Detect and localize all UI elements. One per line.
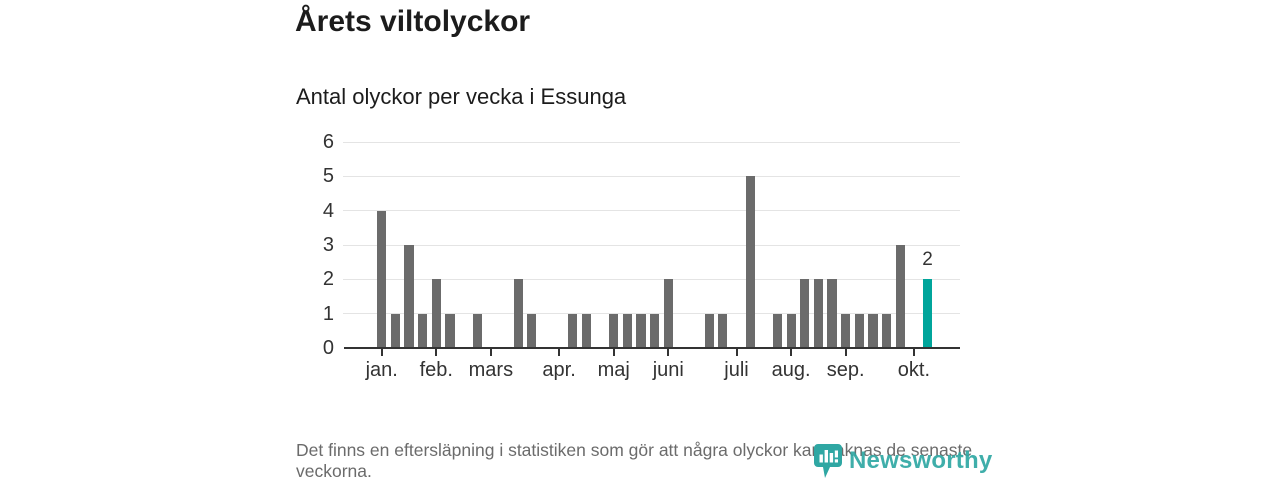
x-axis-month-label-maj: maj <box>597 359 630 381</box>
bar-week-28 <box>745 176 755 348</box>
x-axis-tick-maj <box>612 349 615 356</box>
bar-week-37 <box>868 313 878 348</box>
bar-week-34 <box>827 279 837 348</box>
bar-week-3 <box>404 245 414 348</box>
bar-week-26 <box>718 313 728 348</box>
highlight-bar-week-41 <box>922 279 933 348</box>
bar-week-18 <box>609 313 619 348</box>
newsworthy-logo-text: Newsworthy <box>849 447 993 474</box>
x-axis-tick-sep <box>844 349 847 356</box>
x-axis-month-label-jan: jan. <box>365 359 398 381</box>
bar-week-25 <box>704 313 714 348</box>
x-axis-month-label-okt: okt. <box>897 359 931 381</box>
gridline-6 <box>343 141 960 143</box>
bar-week-8 <box>472 313 482 348</box>
y-axis-label-5: 5 <box>322 165 334 188</box>
x-axis-tick-jan <box>380 349 383 356</box>
gridline-3 <box>343 244 960 246</box>
page-title: Årets viltolyckor <box>295 5 531 38</box>
y-axis-label-6: 6 <box>322 131 334 154</box>
bar-week-33 <box>813 279 823 348</box>
bar-week-31 <box>786 313 796 348</box>
x-axis-tick-mars <box>489 349 492 356</box>
bar-week-35 <box>841 313 851 348</box>
x-axis-month-label-feb: feb. <box>419 359 453 381</box>
bar-week-4 <box>418 313 428 348</box>
gridline-5 <box>343 175 960 177</box>
y-axis-label-4: 4 <box>322 199 334 222</box>
x-axis-tick-juni <box>667 349 670 356</box>
y-axis-label-3: 3 <box>322 234 334 256</box>
x-axis-tick-feb <box>435 349 438 356</box>
chart-subtitle: Antal olyckor per vecka i Essunga <box>296 84 627 109</box>
bar-week-21 <box>650 313 660 348</box>
x-axis-line <box>344 347 960 349</box>
bar-week-12 <box>527 313 537 348</box>
footer-note: Det finns en eftersläpning i statistiken… <box>296 440 973 481</box>
bar-week-1 <box>377 210 387 348</box>
bar-week-22 <box>663 279 673 348</box>
y-axis-label-1: 1 <box>322 302 334 325</box>
bar-week-5 <box>431 279 441 348</box>
bar-week-20 <box>636 313 646 348</box>
y-axis-label-0: 0 <box>322 337 334 359</box>
x-axis-month-label-mars: mars <box>468 359 514 381</box>
x-axis-tick-aug <box>790 349 793 356</box>
x-axis-month-label-juni: juni <box>652 359 684 381</box>
x-axis-month-label-sep: sep. <box>826 359 865 381</box>
bar-week-2 <box>390 313 400 348</box>
newsworthy-logo-icon <box>814 444 842 478</box>
bar-value-label: 2 <box>922 249 933 271</box>
x-axis-tick-juli <box>735 349 738 356</box>
x-axis-tick-okt <box>912 349 915 356</box>
x-axis-month-label-aug: aug. <box>771 359 811 381</box>
bar-week-11 <box>513 279 523 348</box>
bar-week-39 <box>895 245 905 348</box>
bar-week-30 <box>772 313 783 348</box>
bar-week-15 <box>568 313 578 348</box>
x-axis-month-label-apr: apr. <box>542 359 576 381</box>
bar-week-36 <box>854 313 864 348</box>
newsworthy-logo: Newsworthy <box>813 443 992 479</box>
bar-week-38 <box>882 313 892 348</box>
bar-week-6 <box>445 313 455 348</box>
x-axis-tick-apr <box>558 349 561 356</box>
bar-week-16 <box>581 313 591 348</box>
bar-week-32 <box>800 279 810 348</box>
gridline-2 <box>343 278 960 280</box>
x-axis-month-label-juli: juli <box>724 359 749 381</box>
bar-week-19 <box>622 313 632 348</box>
y-axis-label-2: 2 <box>322 268 334 291</box>
gridline-4 <box>343 210 960 212</box>
